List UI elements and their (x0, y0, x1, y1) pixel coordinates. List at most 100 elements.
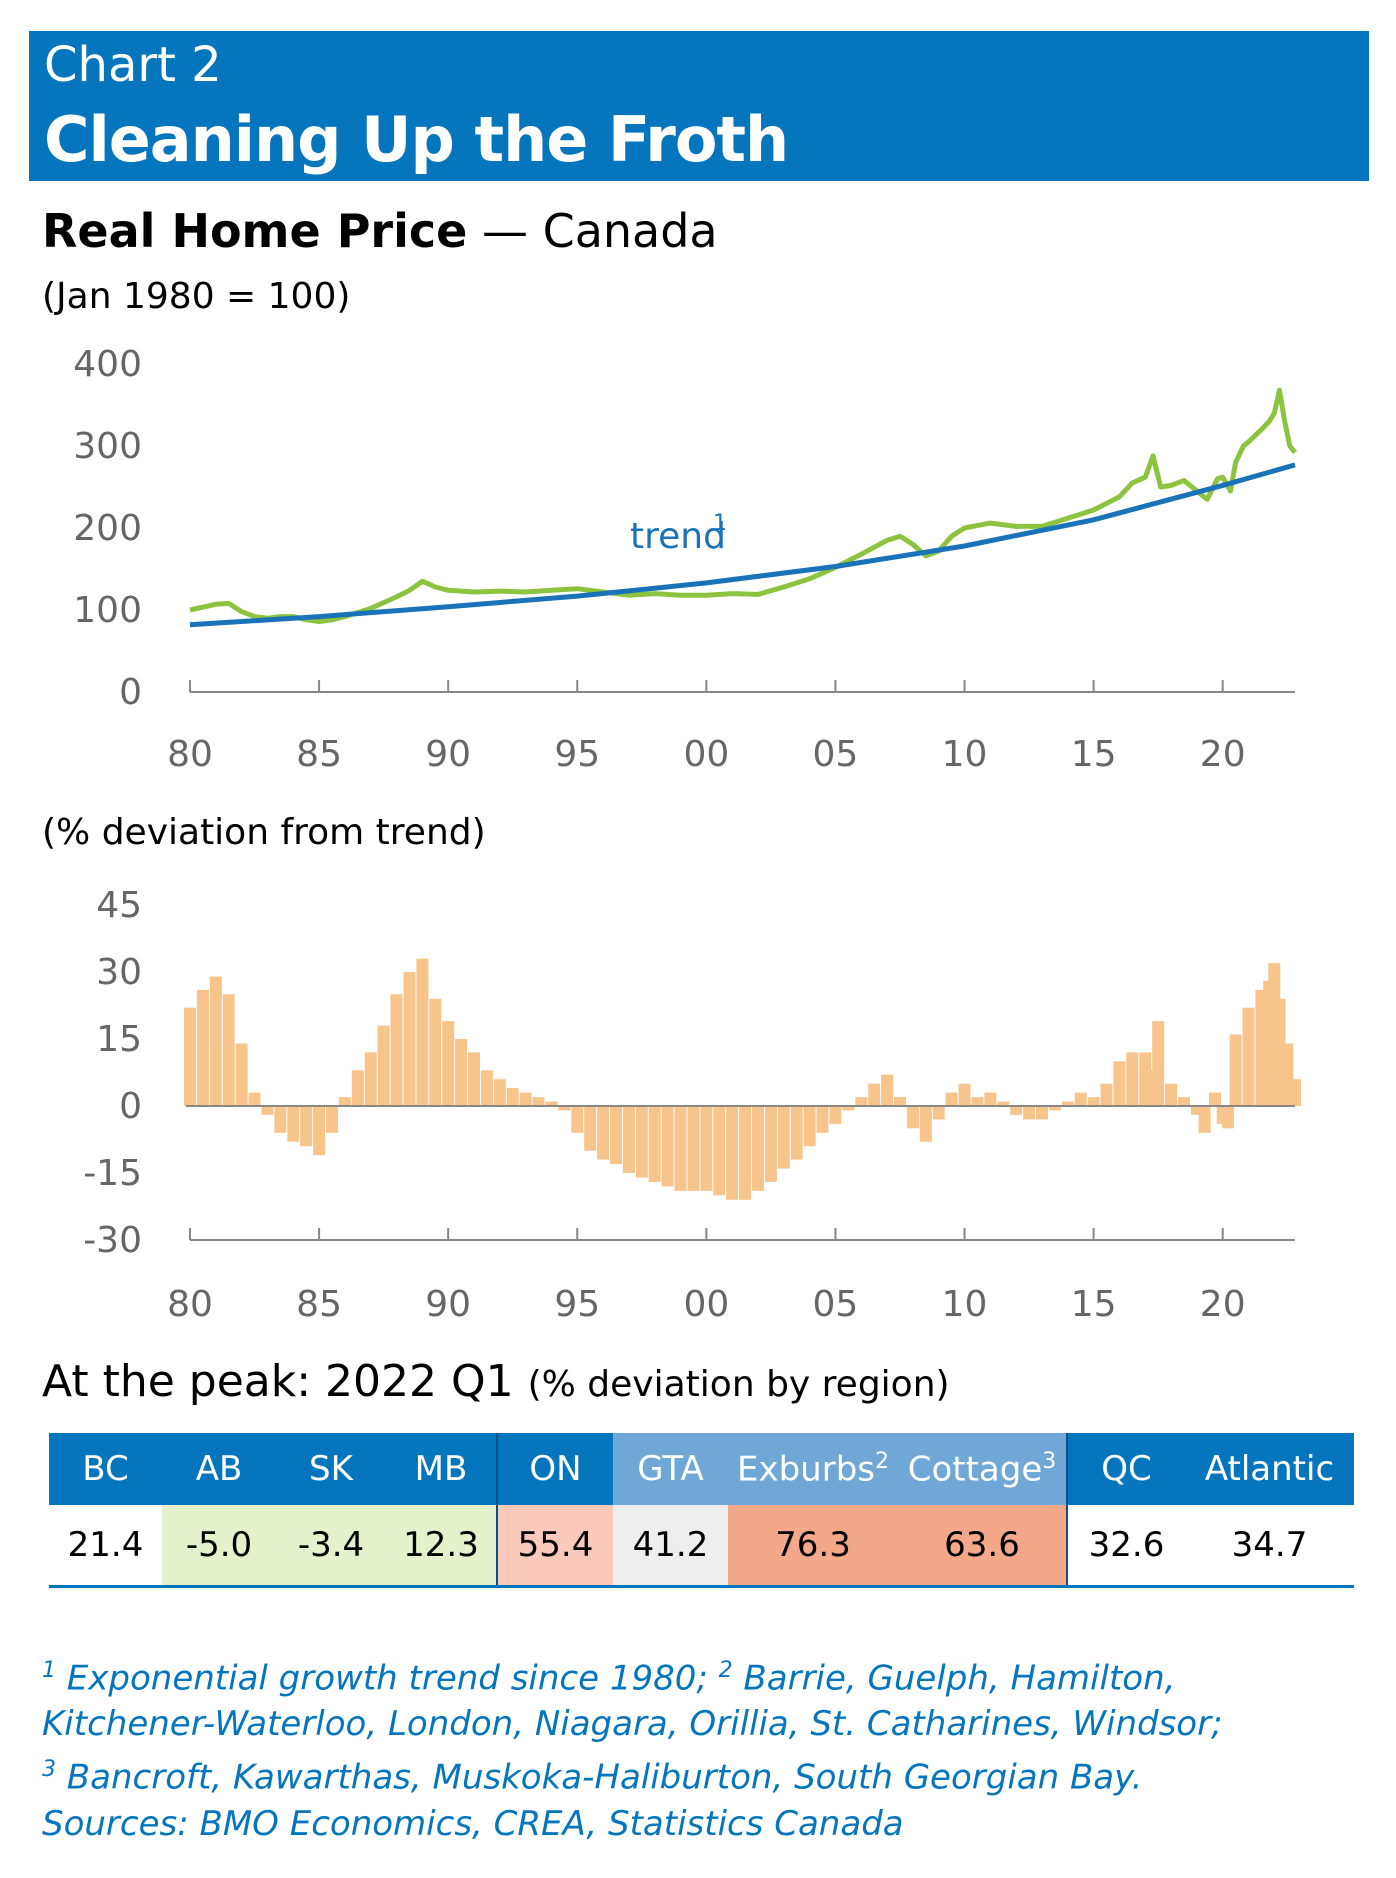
deviation-bar (687, 1106, 700, 1191)
region-header-label: ON (529, 1449, 582, 1489)
region-value-cottage: 63.6 (898, 1505, 1067, 1588)
region-header-exburbs: Exburbs2 (728, 1433, 898, 1505)
deviation-bar (1113, 1061, 1126, 1106)
deviation-bar (209, 976, 222, 1106)
region-header-label: AB (195, 1449, 243, 1489)
region-value-on: 55.4 (496, 1505, 613, 1588)
deviation-bar (971, 1097, 984, 1106)
bottom-y-tick-label: -15 (83, 1153, 142, 1194)
deviation-bar (313, 1106, 326, 1156)
deviation-bar (506, 1088, 519, 1106)
trend-series-label: trend (630, 516, 726, 557)
bottom-y-tick-label: 0 (119, 1086, 142, 1127)
bottom-x-tick-label: 80 (167, 1284, 213, 1325)
footnote-sup-2: 2 (718, 1658, 733, 1683)
deviation-bar (571, 1106, 584, 1133)
region-header-ab: AB (162, 1433, 276, 1505)
deviation-bar (532, 1097, 545, 1106)
region-header-sk: SK (276, 1433, 386, 1505)
deviation-bar (906, 1106, 919, 1129)
footnote-3-text: Bancroft, Kawarthas, Muskoka-Haliburton,… (56, 1757, 1143, 1798)
footnote-1-text: Exponential growth trend since 1980; (56, 1658, 719, 1699)
deviation-bar (1289, 1079, 1301, 1106)
bottom-x-tick-label: 05 (813, 1284, 859, 1325)
top-x-tick-label: 90 (425, 734, 471, 775)
top-x-tick-label: 10 (942, 734, 988, 775)
deviation-bar (1023, 1106, 1036, 1120)
deviation-bar (184, 1007, 196, 1106)
chart-banner: Chart 2 Cleaning Up the Froth (29, 31, 1369, 181)
deviation-bar (196, 989, 209, 1106)
bottom-y-tick-label: 15 (96, 1019, 142, 1060)
deviation-bar (1178, 1097, 1190, 1106)
deviation-bar (1074, 1092, 1087, 1106)
region-value-sk: -3.4 (276, 1505, 386, 1588)
deviation-bar (1152, 1021, 1165, 1106)
top-x-tick-label: 95 (554, 734, 600, 775)
top-panel-unit: (Jan 1980 = 100) (42, 276, 351, 317)
region-header-label: QC (1101, 1449, 1152, 1489)
top-x-tick-label: 05 (813, 734, 859, 775)
deviation-bar (997, 1101, 1010, 1106)
deviation-bar (1209, 1092, 1221, 1106)
deviation-bar (1087, 1097, 1100, 1106)
deviation-bar (493, 1079, 506, 1106)
top-panel-title-bold: Real Home Price (42, 204, 468, 258)
trend-label-sup: 1 (713, 511, 727, 536)
deviation-bar (661, 1106, 674, 1187)
deviation-bar (674, 1106, 687, 1191)
deviation-bar (868, 1083, 881, 1106)
deviation-bar (816, 1106, 829, 1133)
region-header-atlantic: Atlantic (1185, 1433, 1354, 1505)
deviation-bar (416, 958, 429, 1106)
deviation-bar (700, 1106, 713, 1191)
deviation-bar (364, 1052, 377, 1106)
table-value-row: 21.4 -5.0 -3.4 12.3 55.4 41.2 76.3 63.6 32.6 34.7 (49, 1505, 1354, 1588)
region-header-sup: 2 (875, 1448, 889, 1474)
deviation-bar (1190, 1106, 1203, 1115)
region-header-label: Atlantic (1204, 1449, 1335, 1489)
top-x-tick-label: 15 (1071, 734, 1117, 775)
deviation-bar (326, 1106, 338, 1133)
region-header-label: Exburbs (736, 1449, 875, 1490)
region-header-on: ON (496, 1433, 613, 1505)
top-panel-title-rest: — Canada (467, 204, 718, 258)
deviation-bar (338, 1097, 351, 1106)
bottom-x-tick-label: 15 (1071, 1284, 1117, 1325)
deviation-bar (648, 1106, 661, 1182)
bottom-y-tick-label: 30 (96, 952, 142, 993)
deviation-bar (919, 1106, 932, 1142)
top-x-tick-label: 00 (683, 734, 729, 775)
region-value-gta: 41.2 (613, 1505, 728, 1588)
deviation-bar (610, 1106, 622, 1165)
top-x-tick-label: 80 (167, 734, 213, 775)
deviation-bar (1229, 1034, 1242, 1106)
top-y-tick-label: 400 (73, 344, 142, 385)
region-header-label: MB (414, 1449, 468, 1489)
table-header-row: BC AB SK MB ON GTA Exburbs2 Cottage3 QC Atlantic (49, 1433, 1354, 1505)
deviation-bar (855, 1097, 868, 1106)
deviation-bar (984, 1092, 997, 1106)
deviation-bar (777, 1106, 790, 1169)
bottom-x-tick-label: 85 (296, 1284, 342, 1325)
peak-title-main: At the peak: 2022 Q1 (42, 1356, 514, 1407)
deviation-bar (442, 1021, 455, 1106)
bottom-x-tick-label: 00 (683, 1284, 729, 1325)
deviation-bar (1242, 1007, 1255, 1106)
deviation-bar (351, 1070, 364, 1106)
chart-title: Cleaning Up the Froth (44, 103, 789, 176)
deviation-bar (1048, 1106, 1061, 1111)
deviation-bar (894, 1097, 906, 1106)
region-value-atlantic: 34.7 (1185, 1505, 1354, 1588)
region-header-sup: 3 (1042, 1448, 1057, 1474)
deviation-bar (1165, 1083, 1178, 1106)
deviation-bar (1126, 1052, 1139, 1106)
deviation-bar (429, 998, 442, 1106)
top-y-tick-label: 0 (119, 672, 142, 713)
region-value-exburbs: 76.3 (728, 1505, 898, 1588)
deviation-bar (403, 972, 416, 1106)
region-header-label: Cottage (907, 1449, 1043, 1490)
deviation-bar (1036, 1106, 1048, 1120)
deviation-bar (713, 1106, 726, 1196)
deviation-bar (790, 1106, 803, 1160)
